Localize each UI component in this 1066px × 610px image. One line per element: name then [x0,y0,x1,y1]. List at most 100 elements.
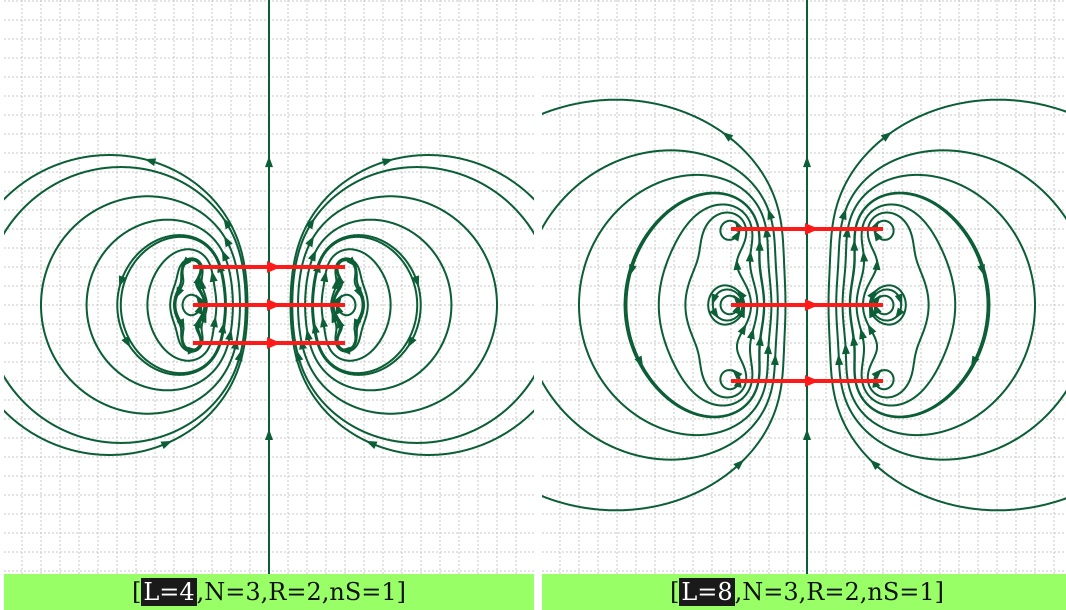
field-line [542,149,779,461]
field-arrow [187,346,199,355]
field-arrow [221,249,230,262]
field-line [848,191,991,419]
field-line [623,191,766,419]
field-arrow [731,229,741,242]
field-line [4,166,247,444]
caption-prefix: [ [131,578,142,606]
field-line [707,284,746,326]
coil-arrow [805,223,819,235]
field-panel-right: [L=8,N=3,R=2,nS=1] [542,0,1066,610]
field-arrow [320,316,329,328]
field-arrow [118,275,127,288]
field-line [146,248,218,362]
coils [731,223,883,387]
field-arrow [336,317,345,329]
field-arrow [745,250,754,262]
coils [193,261,345,349]
field-line-plot-right [542,0,1066,574]
field-line [332,258,365,352]
field-arrow [835,353,844,366]
field-line [169,257,208,353]
field-line [312,235,419,375]
field-arrow [747,327,755,340]
field-arrow [838,208,847,221]
field-arrow [365,440,378,449]
field-arrow [381,158,394,167]
field-arrow [894,293,903,306]
coil-arrow [267,337,281,349]
field-arrow [764,343,773,355]
field-arrow [305,217,315,230]
field-arrow [872,258,881,271]
field-line-plot-left [4,0,534,574]
field-line [657,203,759,407]
field-arrow [737,323,747,336]
field-line [297,195,498,415]
field-arrow [767,208,776,221]
field-arrow [304,329,313,341]
field-arrow [737,288,747,301]
coil-arrow [805,375,819,387]
field-arrow [160,440,173,449]
field-arrow [195,294,206,306]
caption-suffix: ,N=3,R=2,nS=1] [196,578,407,606]
field-panel-left: [L=4,N=3,R=2,nS=1] [4,0,534,610]
field-arrow [733,258,742,271]
field-arrow [209,316,218,328]
field-line [330,257,369,353]
field-arrow [234,349,243,362]
field-arrow [223,235,233,248]
field-line [304,218,453,392]
field-line [868,284,907,326]
field-arrow [144,158,157,167]
caption-bar-left: [L=4,N=3,R=2,nS=1] [4,574,534,610]
field-arrow [755,334,764,347]
field-arrow [308,249,317,262]
field-arrow [733,459,745,471]
field-line [119,235,226,375]
field-arrow [895,307,905,320]
field-arrow [803,156,811,168]
field-arrow [339,346,351,355]
field-lines [4,0,534,574]
field-arrow [711,293,720,306]
field-arrow [871,368,883,380]
coil-arrow [267,261,281,273]
field-arrow [709,307,719,320]
field-arrow [193,317,202,329]
field-arrow [722,131,734,142]
field-line [291,166,534,444]
field-arrow [868,306,877,319]
field-arrow [867,323,877,336]
caption-highlight: L=8 [679,578,735,606]
caption-highlight: L=4 [141,578,197,606]
field-arrow [305,235,315,248]
field-arrow [859,327,867,340]
field-line [862,211,930,399]
field-arrow [411,275,420,288]
field-line [841,173,1036,437]
field-arrow [841,343,850,355]
field-line [40,195,241,415]
field-arrow [209,270,218,283]
field-arrow [737,306,746,319]
field-arrow [311,322,320,334]
field-arrow [867,288,877,301]
field-arrow [218,322,227,334]
field-line [855,203,957,407]
field-arrow [320,270,329,283]
field-arrow [803,429,811,440]
field-line [578,173,773,437]
caption-prefix: [ [669,578,680,606]
field-arrow [860,250,869,262]
caption-suffix: ,N=3,R=2,nS=1] [734,578,945,606]
field-line [85,218,234,392]
field-arrow [850,334,859,347]
field-arrow [733,294,744,306]
field-arrow [332,294,343,306]
field-arrow [295,349,304,362]
field-arrow [880,131,892,142]
field-arrow [850,239,859,251]
caption-bar-right: [L=8,N=3,R=2,nS=1] [542,574,1066,610]
field-arrow [770,353,779,366]
